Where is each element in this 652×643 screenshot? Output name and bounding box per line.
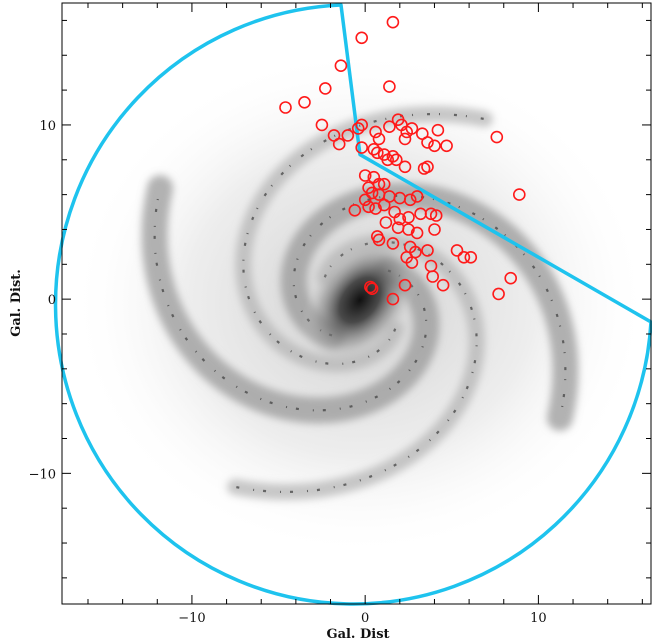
y-axis-ticks: −10 0 10 xyxy=(29,19,651,579)
data-point xyxy=(377,177,391,191)
data-point xyxy=(410,190,424,203)
data-point xyxy=(279,101,292,114)
data-point xyxy=(365,186,379,200)
y-tick-label: 0 xyxy=(48,293,56,308)
data-point xyxy=(428,139,441,153)
data-point xyxy=(436,278,450,292)
data-point xyxy=(348,204,362,217)
data-point xyxy=(421,136,434,149)
data-point xyxy=(398,160,412,174)
data-point xyxy=(372,233,386,247)
data-point xyxy=(351,122,365,135)
data-point xyxy=(358,169,372,182)
data-point xyxy=(386,150,400,163)
x-tick-label: 0 xyxy=(361,611,369,626)
data-point xyxy=(298,96,311,109)
plot-frame xyxy=(61,2,652,605)
data-point xyxy=(358,193,372,207)
data-point xyxy=(355,118,369,132)
dust-lane xyxy=(153,187,428,412)
x-tick-label: 10 xyxy=(530,611,547,626)
galaxy-background xyxy=(70,48,650,558)
data-point xyxy=(370,146,384,160)
data-point xyxy=(450,244,464,257)
galactic-bulge xyxy=(301,236,419,364)
data-point xyxy=(389,153,403,167)
data-point xyxy=(386,292,400,306)
data-point xyxy=(372,132,386,146)
data-point xyxy=(402,223,415,236)
y-tick-label: 10 xyxy=(39,119,56,134)
data-point xyxy=(365,282,379,296)
data-point xyxy=(393,212,407,226)
y-axis-title: Gal. Dist. xyxy=(9,269,24,337)
sector-outline xyxy=(53,3,652,606)
data-point xyxy=(364,280,377,294)
data-point xyxy=(367,143,381,156)
data-point xyxy=(383,120,396,133)
data-point xyxy=(318,82,332,95)
data-point xyxy=(386,15,400,29)
data-point xyxy=(355,141,369,154)
data-point xyxy=(431,123,445,137)
data-point xyxy=(362,200,375,214)
data-point xyxy=(424,207,438,221)
data-point xyxy=(405,256,419,269)
data-point xyxy=(512,188,526,201)
data-point xyxy=(504,271,518,285)
data-point xyxy=(417,162,431,175)
data-point xyxy=(402,211,415,224)
data-point xyxy=(403,193,417,207)
data-point xyxy=(386,237,400,250)
data-point xyxy=(490,130,504,144)
y-tick-label: −10 xyxy=(29,467,56,482)
data-point xyxy=(377,198,391,212)
data-point xyxy=(383,80,396,93)
spiral-arm xyxy=(235,105,493,373)
data-point xyxy=(428,223,441,236)
data-point xyxy=(429,209,443,222)
data-point xyxy=(398,132,412,146)
spiral-arm-dust-lanes xyxy=(153,112,567,494)
dust-lane xyxy=(292,194,567,419)
data-point xyxy=(341,129,355,142)
data-point xyxy=(426,270,440,283)
data-point xyxy=(334,59,348,72)
x-axis-ticks: −10 0 10 xyxy=(87,3,643,626)
x-axis-title: Gal. Dist xyxy=(326,627,389,642)
data-point xyxy=(332,137,346,151)
data-point xyxy=(379,216,393,229)
x-tick-label: −10 xyxy=(178,611,205,626)
data-points xyxy=(279,15,526,306)
data-point xyxy=(398,278,412,292)
data-point xyxy=(369,202,382,215)
data-point xyxy=(421,244,434,257)
data-point xyxy=(315,118,329,132)
data-point xyxy=(355,31,369,45)
data-point xyxy=(440,139,453,153)
data-point xyxy=(405,122,419,135)
data-point xyxy=(410,226,424,240)
data-point xyxy=(369,125,382,139)
sector-outline-path xyxy=(53,3,652,606)
data-point xyxy=(492,287,505,301)
data-point xyxy=(457,250,471,264)
data-point xyxy=(464,250,478,264)
